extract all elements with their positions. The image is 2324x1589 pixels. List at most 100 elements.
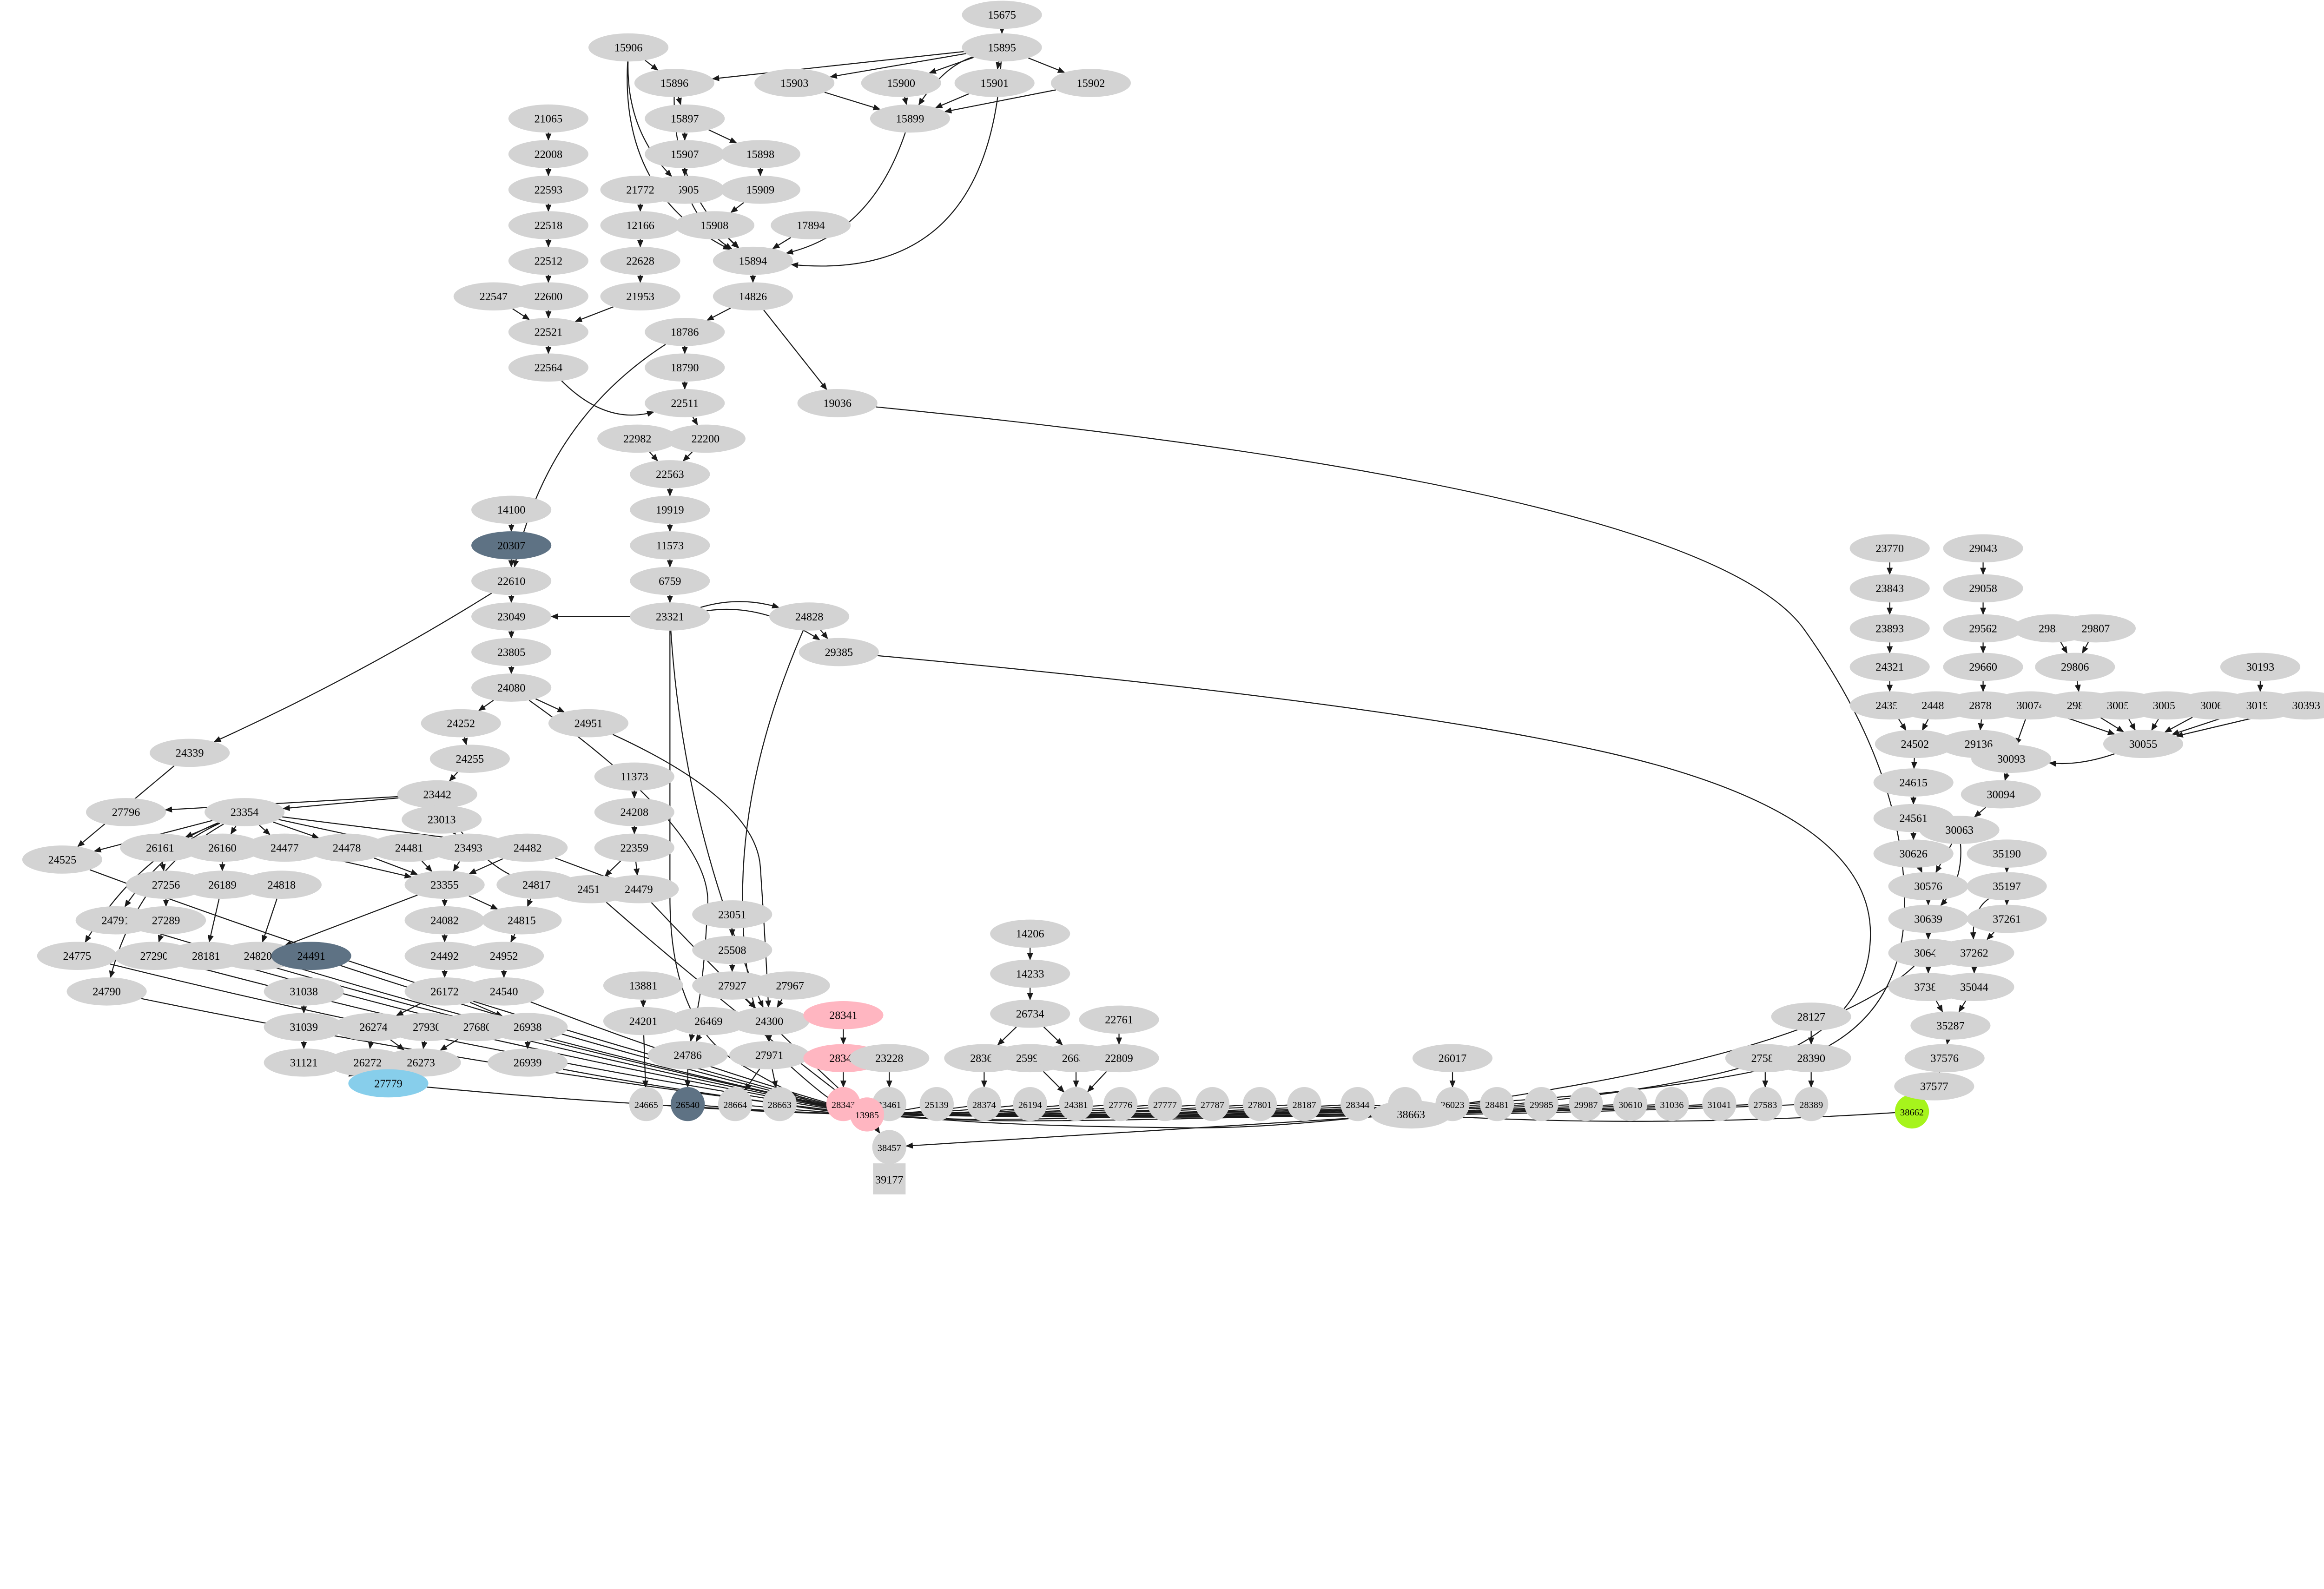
node-label: 15900 xyxy=(887,77,916,90)
graph-node-23354: 23354 xyxy=(205,798,285,826)
graph-edge-26939-13985 xyxy=(562,1068,851,1115)
graph-node-24828: 24828 xyxy=(769,602,850,631)
node-label: 28663 xyxy=(768,1100,792,1110)
graph-node-15901: 15901 xyxy=(954,69,1035,97)
graph-edge-23354-26160 xyxy=(230,825,237,835)
graph-node-30055: 30055 xyxy=(2103,730,2184,758)
graph-edge-15901-15899 xyxy=(935,93,969,108)
node-label: 27796 xyxy=(112,806,140,819)
node-label: 6759 xyxy=(659,575,681,587)
node-label: 14100 xyxy=(497,504,526,516)
node-shape xyxy=(271,942,351,970)
graph-edge-29807-29806 xyxy=(2082,642,2089,654)
graph-node-24951: 24951 xyxy=(548,709,629,738)
node-label: 23461 xyxy=(878,1100,901,1110)
node-shape xyxy=(692,971,772,1000)
node-label: 28343 xyxy=(832,1100,855,1110)
node-label: 24255 xyxy=(456,753,484,765)
node-label: 23321 xyxy=(656,611,684,623)
graph-node-30093: 30093 xyxy=(1971,745,2052,773)
node-label: 25508 xyxy=(718,944,746,956)
graph-edge-37389-35287 xyxy=(1935,1000,1943,1013)
node-shape xyxy=(645,104,725,133)
node-label: 23049 xyxy=(497,611,526,623)
node-shape xyxy=(630,495,710,524)
graph-node-24615: 24615 xyxy=(1873,768,1954,797)
node-shape xyxy=(488,1048,568,1077)
node-shape xyxy=(599,875,679,903)
graph-canvas: 15675 15906 15895 15896 15903 15900 15901 15902… xyxy=(22,0,2324,1195)
node-label: 28481 xyxy=(1485,1100,1509,1110)
node-shape xyxy=(849,1044,930,1073)
node-shape xyxy=(471,567,552,595)
graph-node-22761: 22761 xyxy=(1079,1005,1159,1034)
node-label: 15897 xyxy=(671,112,699,125)
node-shape xyxy=(1971,745,2052,773)
node-shape xyxy=(1895,1094,1929,1129)
graph-edge-23493-23355 xyxy=(453,861,460,872)
node-shape xyxy=(990,999,1070,1028)
node-label: 24561 xyxy=(1899,812,1928,824)
node-label: 26017 xyxy=(1439,1052,1467,1065)
node-label: 24540 xyxy=(490,986,518,998)
node-label: 11373 xyxy=(621,771,648,783)
node-shape xyxy=(692,900,772,929)
node-label: 24381 xyxy=(1064,1100,1088,1110)
graph-edge-37261-37262 xyxy=(1986,931,1994,940)
graph-edge-23354-24478 xyxy=(273,821,319,839)
graph-edge-27680-26273 xyxy=(440,1039,458,1051)
node-label: 29806 xyxy=(2061,661,2089,673)
node-shape xyxy=(600,246,680,275)
graph-edge-24482-23355 xyxy=(469,858,503,874)
node-shape xyxy=(244,833,325,862)
graph-node-24786: 24786 xyxy=(647,1041,728,1069)
node-shape xyxy=(1919,816,2000,844)
graph-node-35287: 35287 xyxy=(1910,1011,1991,1040)
node-shape xyxy=(1849,534,1930,563)
node-shape xyxy=(850,1097,885,1132)
node-shape xyxy=(241,870,322,899)
node-shape xyxy=(754,69,835,97)
node-shape xyxy=(150,738,230,767)
node-label: 20307 xyxy=(497,540,526,552)
graph-node-23893: 23893 xyxy=(1849,614,1930,643)
node-shape xyxy=(264,1048,344,1077)
node-label: 31038 xyxy=(290,986,318,998)
node-label: 28187 xyxy=(1293,1100,1316,1110)
graph-node-19919: 19919 xyxy=(630,495,710,524)
node-shape xyxy=(799,638,879,666)
graph-node-24815: 24815 xyxy=(482,906,562,935)
graph-node-27971: 27971 xyxy=(729,1041,810,1069)
node-label: 39177 xyxy=(875,1174,904,1187)
node-shape xyxy=(597,424,678,453)
node-shape xyxy=(861,69,941,97)
node-label: 23493 xyxy=(454,842,482,854)
node-label: 30610 xyxy=(1618,1100,1642,1110)
node-shape xyxy=(471,602,552,631)
graph-edge-26734-28368 xyxy=(997,1026,1017,1046)
graph-node-38663: 38663 xyxy=(1371,1100,1451,1129)
graph-node-31038: 31038 xyxy=(264,977,344,1006)
graph-edge-22809-24381 xyxy=(1087,1071,1107,1092)
node-label: 21065 xyxy=(535,112,563,125)
node-shape xyxy=(1195,1087,1230,1121)
node-label: 38457 xyxy=(878,1143,901,1153)
graph-node-29385: 29385 xyxy=(799,638,879,666)
graph-edge-24828-29385 xyxy=(820,629,828,640)
node-layer: 15675 15906 15895 15896 15903 15900 15901 15902… xyxy=(22,0,2324,1195)
graph-node-22521: 22521 xyxy=(508,317,588,346)
node-shape xyxy=(471,531,552,560)
node-label: 22512 xyxy=(535,255,563,268)
graph-node-30610: 30610 xyxy=(1613,1087,1648,1121)
graph-node-29806: 29806 xyxy=(2035,653,2115,681)
node-shape xyxy=(1148,1087,1182,1121)
graph-edge-15895-15900 xyxy=(929,57,974,74)
node-label: 24525 xyxy=(48,854,77,866)
graph-node-27796: 27796 xyxy=(86,798,166,826)
node-label: 24481 xyxy=(395,842,423,854)
node-label: 23442 xyxy=(423,788,451,801)
graph-edge-24519-13985 xyxy=(606,902,854,1105)
graph-node-15895: 15895 xyxy=(962,33,1042,62)
graph-node-26469: 26469 xyxy=(668,1007,749,1035)
graph-node-29807: 29807 xyxy=(2055,614,2136,643)
